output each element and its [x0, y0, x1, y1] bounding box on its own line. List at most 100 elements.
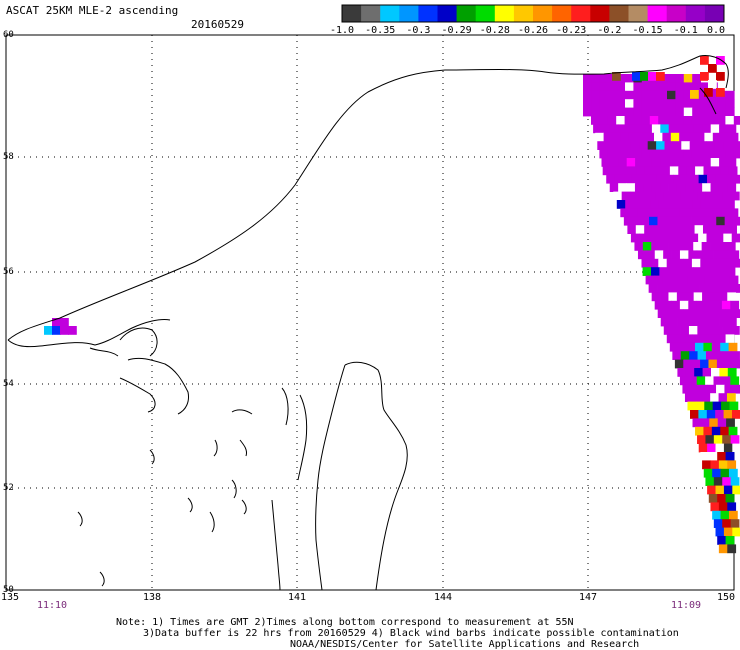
- wind-cell: [716, 72, 725, 81]
- wind-cell: [635, 225, 645, 234]
- colorbar-swatch: [704, 5, 725, 22]
- wind-cell: [690, 174, 700, 184]
- wind-cell: [733, 216, 740, 226]
- wind-cell: [658, 107, 668, 117]
- wind-cell: [724, 384, 734, 394]
- wind-cell: [658, 82, 668, 92]
- wind-cell: [731, 351, 740, 360]
- wind-cell: [681, 141, 691, 150]
- wind-cell: [730, 326, 740, 335]
- wind-cell: [718, 242, 728, 251]
- wind-cell: [686, 166, 696, 176]
- wind-cell: [691, 116, 701, 125]
- wind-cell: [693, 242, 703, 251]
- wind-cell: [635, 124, 644, 134]
- wind-cell: [616, 82, 626, 92]
- wind-cell: [647, 141, 657, 150]
- wind-cell: [684, 393, 694, 402]
- wind-cell: [727, 317, 737, 327]
- wind-cell: [608, 107, 617, 117]
- wind-cell: [676, 292, 686, 302]
- colorbar-tick-label: -0.23: [556, 25, 587, 36]
- wind-cell: [677, 368, 687, 377]
- wind-cell: [603, 132, 613, 142]
- wind-cell: [698, 443, 708, 453]
- wind-cell: [633, 99, 643, 108]
- wind-cell: [733, 258, 740, 268]
- wind-cell: [712, 401, 722, 411]
- wind-cell: [694, 317, 704, 327]
- wind-cell: [620, 208, 630, 218]
- colorbar-tick-label: -0.15: [632, 25, 663, 36]
- wind-cell: [583, 82, 592, 92]
- wind-cell: [712, 468, 721, 478]
- wind-cell: [641, 258, 651, 268]
- wind-cell: [641, 90, 651, 100]
- wind-cell: [613, 191, 623, 201]
- wind-cell: [666, 149, 676, 159]
- wind-cell: [650, 200, 660, 209]
- wind-cell: [703, 468, 713, 478]
- wind-cell: [727, 124, 737, 134]
- colorbar-swatch: [609, 5, 629, 22]
- wind-cell: [620, 132, 630, 142]
- colorbar-tick-label: -0.1: [673, 25, 698, 36]
- wind-cell: [733, 359, 740, 369]
- wind-cell: [675, 200, 685, 209]
- wind-cell: [717, 258, 726, 268]
- wind-cell: [715, 284, 725, 293]
- wind-cell: [693, 183, 703, 192]
- wind-cell: [695, 426, 704, 436]
- wind-cell: [709, 107, 718, 117]
- wind-cell: [676, 183, 686, 192]
- wind-cell: [717, 536, 726, 545]
- wind-cell: [708, 258, 718, 268]
- wind-cell: [641, 149, 651, 159]
- wind-cell: [649, 216, 658, 226]
- wind-cell: [709, 200, 718, 209]
- wind-cell: [726, 393, 736, 402]
- wind-cell: [718, 292, 728, 302]
- wind-cell: [692, 418, 702, 428]
- wind-cell: [697, 351, 707, 360]
- wind-cell: [730, 191, 740, 201]
- colorbar-swatch: [399, 5, 419, 22]
- wind-cell: [710, 292, 720, 302]
- wind-cell: [660, 225, 670, 234]
- wind-cell: [732, 174, 740, 184]
- wind-cell: [713, 519, 723, 528]
- wind-cell: [720, 468, 730, 478]
- wind-cell: [649, 258, 659, 268]
- wind-cell: [679, 208, 688, 218]
- wind-cell: [657, 284, 666, 293]
- wind-cell: [717, 99, 727, 108]
- wind-cell: [660, 317, 670, 327]
- longitude-tick-label: 138: [142, 592, 162, 603]
- longitude-tick-label: 141: [287, 592, 307, 603]
- wind-cell: [687, 132, 697, 142]
- wind-cell: [690, 410, 699, 419]
- wind-cell: [651, 242, 661, 251]
- wind-cell: [727, 292, 737, 302]
- colorbar-tick-label: -0.3: [406, 25, 431, 36]
- coastline: [7, 55, 729, 591]
- wind-cell: [626, 158, 636, 167]
- wind-cell: [640, 216, 650, 226]
- colorbar: [341, 4, 725, 23]
- wind-cell: [722, 519, 732, 528]
- wind-cell: [618, 158, 628, 167]
- wind-cell: [702, 183, 711, 192]
- wind-cell: [669, 166, 679, 176]
- wind-cell: [672, 233, 682, 243]
- wind-cell: [696, 250, 706, 260]
- wind-cell: [710, 502, 720, 512]
- wind-cell: [702, 460, 711, 470]
- wind-cell: [653, 208, 663, 218]
- wind-cell: [660, 292, 669, 302]
- wind-cell: [696, 275, 705, 285]
- wind-cell: [669, 317, 678, 327]
- wind-cell: [725, 107, 735, 117]
- wind-cell: [667, 99, 676, 108]
- colorbar-tick-label: -1.0: [329, 25, 355, 36]
- wind-cell: [682, 309, 692, 318]
